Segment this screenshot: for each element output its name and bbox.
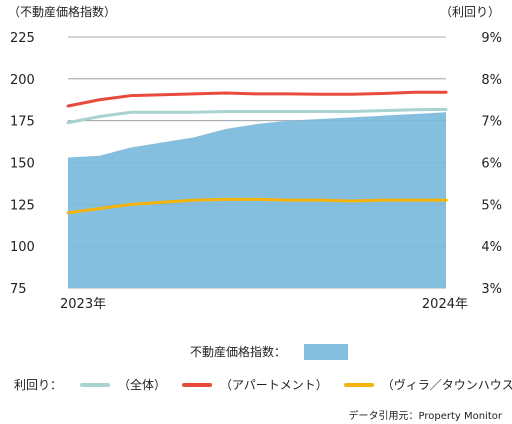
right-tick-label: 7% [481,115,502,130]
left-tick-label: 200 [10,73,35,88]
right-tick-label: 9% [481,31,502,46]
right-tick-label: 4% [481,240,502,255]
right-axis-title: （利回り） [440,5,500,19]
legend-swatch-apartment [182,382,213,387]
yield-lines [66,90,448,215]
legend-yield: 利回り： （全体） （アパートメント） （ヴィラ／タウンハウス） [14,376,512,393]
legend-item-overall: （全体） [80,376,166,393]
legend-text-overall: （全体） [118,378,167,392]
price-index-swatch [304,343,349,360]
left-tick-label: 100 [10,240,35,255]
right-tick-label: 6% [481,157,502,172]
left-tick-label: 150 [10,157,35,172]
chart: （不動産価格指数） （利回り） 225 9% 200 8% 175 7% 150 6% 125 5… [8,4,502,312]
yield-line-apartment [66,90,448,108]
legend-price-index-label: 不動産価格指数： [190,345,287,359]
legend-item-apartment: （アパートメント） [182,376,328,393]
yield-line-villa [66,197,448,215]
legend-text-villa: （ヴィラ／タウンハウス） [381,378,512,392]
legend-item-villa: （ヴィラ／タウンハウス） [343,376,512,393]
price-index-area [68,36,446,289]
left-tick-label: 175 [10,115,35,130]
left-axis-title: （不動産価格指数） [8,4,116,19]
left-tick-label: 75 [10,282,27,297]
axis-ticks: 225 9% 200 8% 175 7% 150 6% 125 5% 100 4% 75 3% [10,31,502,297]
legend-yield-label: 利回り： [14,378,63,392]
legend-swatch-villa [343,382,374,387]
right-tick-label: 3% [481,282,502,297]
legend-price-index: 不動産価格指数： [190,343,349,360]
right-tick-label: 8% [481,73,502,88]
legend-text-apartment: （アパートメント） [220,378,328,392]
source-note: データ引用元：Property Monitor [348,411,502,422]
left-tick-label: 225 [10,31,35,46]
x-start-label: 2023年 [60,297,106,312]
x-end-label: 2024年 [422,297,468,312]
left-tick-label: 125 [10,198,35,213]
right-tick-label: 5% [481,198,502,213]
legend-swatch-overall [80,382,111,387]
yield-line-overall [66,107,448,125]
